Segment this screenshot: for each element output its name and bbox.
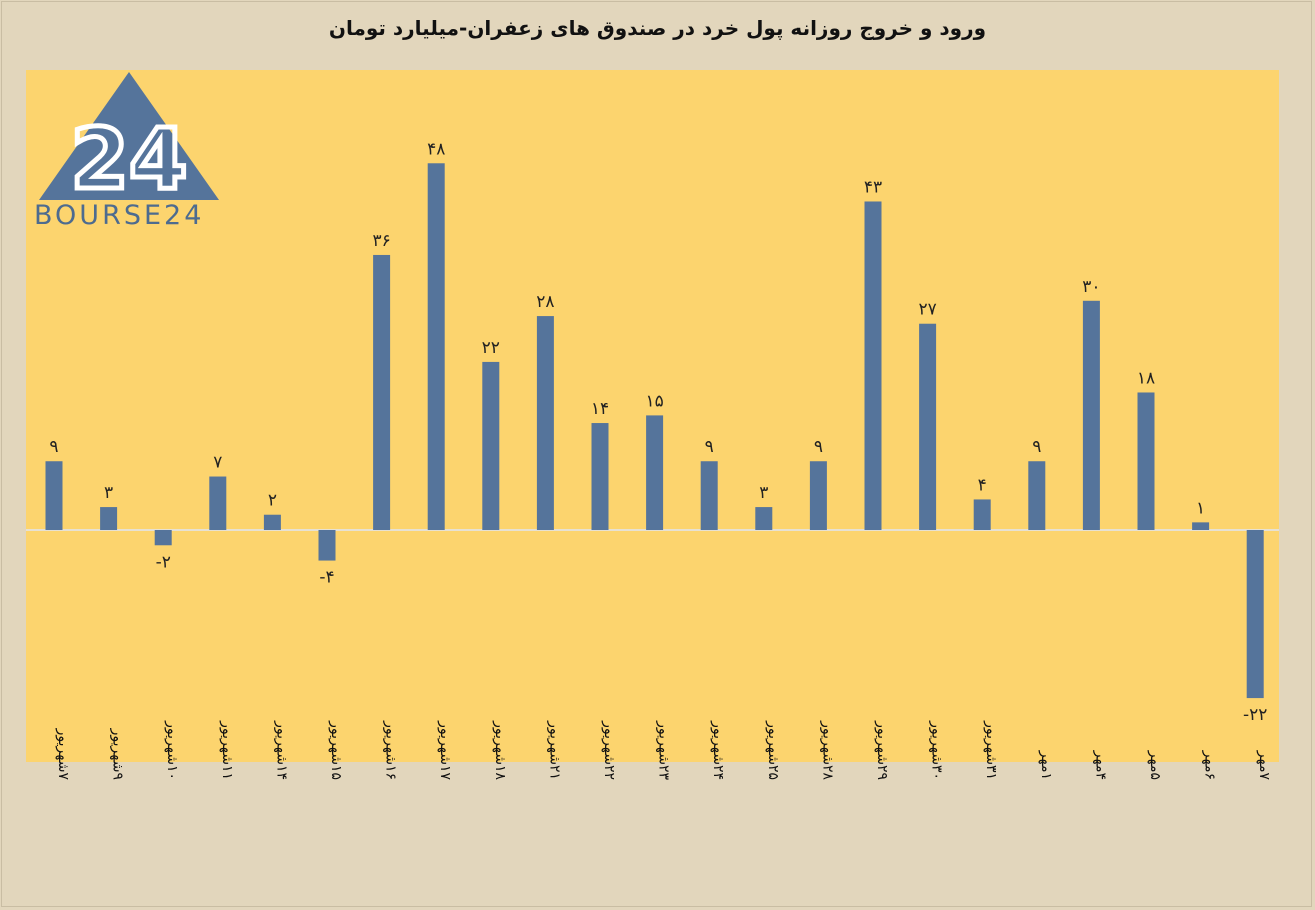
bar	[809, 461, 827, 530]
data-label: ۱۵	[645, 391, 663, 411]
data-label: ۹	[1032, 437, 1041, 457]
bar	[973, 499, 991, 530]
data-label: ۲۲	[482, 338, 500, 358]
bar	[1137, 392, 1155, 530]
chart-title: ورود و خروج روزانه پول خرد در صندوق های …	[328, 16, 987, 40]
bar	[1028, 461, 1046, 530]
bar	[700, 461, 718, 530]
bar	[536, 316, 554, 530]
data-label: ۴۳	[864, 177, 882, 197]
data-label: ۱۴	[591, 399, 609, 419]
bar	[864, 201, 882, 531]
data-label: ۳	[104, 483, 113, 503]
data-label: ۹	[49, 437, 58, 457]
data-label: ۴۸	[427, 139, 445, 159]
bar	[646, 415, 664, 530]
data-label: ۲۷	[918, 300, 936, 320]
data-label: -۲۲	[1243, 705, 1267, 725]
data-label: ۱۸	[1137, 368, 1155, 388]
plot-area: ۹ ۳ -۲ ۷ ۲ -۴ ۳۶ ۴۸ ۲۲ ۲۸ ۱۴ ۱۵ ۹ ۳ ۹ ۴۳ ۲۷ ۴ ۹ ۳۰ ۱۸ ۱ -۲۲	[26, 70, 1279, 762]
logo-mark: 24	[71, 110, 188, 208]
data-label: ۳۶	[372, 231, 390, 251]
data-label: -۴	[319, 568, 334, 588]
bar	[373, 254, 391, 530]
bar	[919, 323, 937, 530]
bar	[482, 361, 500, 530]
bar	[591, 423, 609, 530]
bar	[209, 476, 227, 530]
bar	[427, 163, 445, 530]
data-label: ۲	[268, 491, 277, 511]
data-label: ۹	[814, 437, 823, 457]
data-label: ۲۸	[536, 292, 554, 312]
data-label: ۷	[213, 453, 222, 473]
bar	[1082, 300, 1100, 530]
data-label: ۹	[705, 437, 714, 457]
data-label: ۱	[1196, 498, 1205, 518]
data-label: -۲	[156, 552, 171, 572]
data-label: ۴	[978, 475, 987, 495]
bar	[263, 514, 281, 530]
data-label: ۳	[759, 483, 768, 503]
bar	[1192, 522, 1210, 530]
data-label: ۳۰	[1082, 277, 1100, 297]
logo-text: BOURSE24	[34, 200, 205, 231]
bar	[1246, 530, 1264, 699]
bar	[318, 530, 336, 561]
bar	[100, 507, 118, 530]
bar-chart: ۹ ۳ -۲ ۷ ۲ -۴ ۳۶ ۴۸ ۲۲ ۲۸ ۱۴ ۱۵ ۹ ۳ ۹ ۴۳ ۲۷ ۴ ۹ ۳۰ ۱۸ ۱ -۲۲	[26, 139, 1279, 725]
bourse24-logo: 24	[39, 72, 219, 211]
bar	[45, 461, 63, 530]
bar	[154, 530, 172, 546]
bar	[755, 507, 773, 530]
